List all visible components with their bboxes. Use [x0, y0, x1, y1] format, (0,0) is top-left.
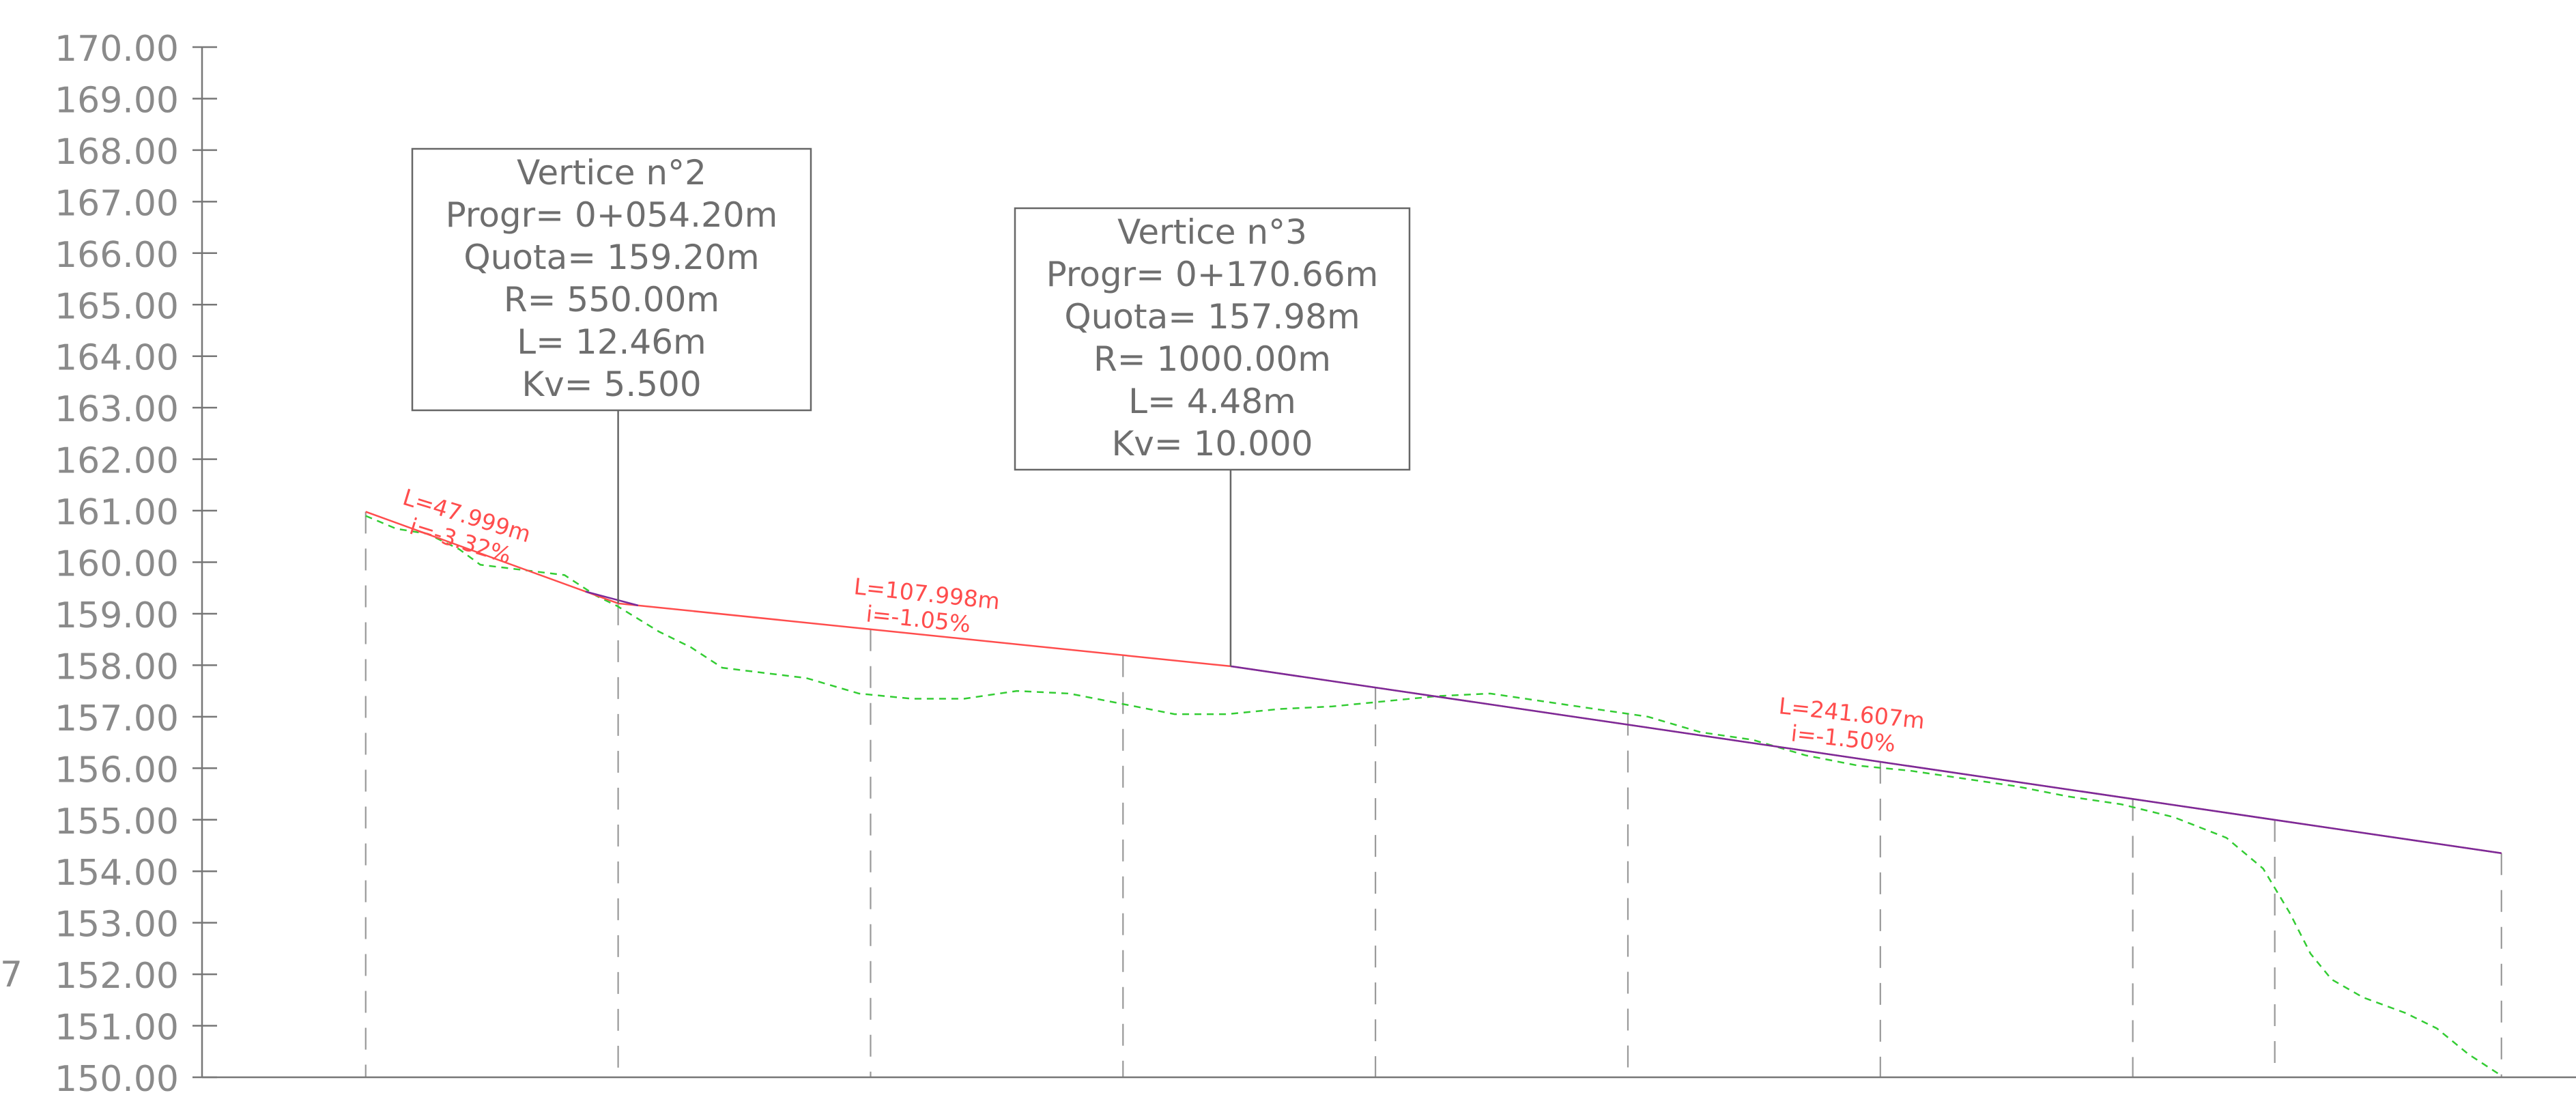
terrain-line: [365, 515, 2501, 1076]
vertex-box-frame: [411, 147, 812, 412]
vertex-box-line: L= 12.46m: [517, 322, 706, 362]
axis-tick-label: 160.00: [55, 544, 179, 585]
vertex-box-line: Quota= 157.98m: [1064, 297, 1360, 337]
axis-tick-label: 167.00: [55, 183, 179, 224]
axis-tick-label: 162.00: [55, 441, 179, 482]
vertical-curve: [1230, 665, 2502, 855]
axis-tick-label: 169.00: [55, 80, 179, 121]
vertex-box-line: R= 1000.00m: [1093, 339, 1331, 379]
vertex-box-frame: [1014, 207, 1411, 471]
vertex-box-line: Quota= 159.20m: [463, 238, 759, 277]
vertex-box-line: Vertice n°3: [1117, 212, 1307, 252]
axis-tick-label: 168.00: [55, 132, 179, 173]
vertex-box-line: Kv= 10.000: [1111, 424, 1313, 464]
axis-tick-label: 161.00: [55, 492, 179, 533]
axis-tick-label: 152.00: [55, 956, 179, 997]
axis-tick-label: 158.00: [55, 647, 179, 687]
vertex-box-line: Vertice n°2: [517, 153, 706, 193]
axis-tick-label: 164.00: [55, 338, 179, 379]
grade-line: [365, 511, 2502, 855]
grade-segment: [365, 511, 619, 605]
axis-tick-label: 166.00: [55, 235, 179, 276]
axis-tick-label: 165.00: [55, 286, 179, 327]
segment-labels: L=47.999mi=-3.32%L=107.998mi=-1.05%L=241…: [400, 483, 1926, 757]
axis-tick-label: 170.00: [55, 29, 179, 70]
station-lines: [364, 511, 2502, 1077]
axis-tick-label: 150.00: [55, 1059, 179, 1100]
vertex-box-line: Progr= 0+170.66m: [1046, 255, 1379, 294]
stray-axis-label: 7: [0, 954, 23, 995]
vertex-box-line: L= 4.48m: [1128, 382, 1296, 421]
vertex-box-line: Kv= 5.500: [521, 365, 701, 404]
axis-tick-label: 154.00: [55, 853, 179, 894]
vertex-box-line: R= 550.00m: [504, 280, 719, 319]
vertical-curve: [585, 591, 639, 607]
axis-tick-label: 156.00: [55, 750, 179, 791]
elevation-axis: 150.00 151.00 152.00 153.00 154.00 155.00 156.…: [55, 29, 2576, 1100]
axis-tick-label: 157.00: [55, 698, 179, 739]
axis-tick-label: 151.00: [55, 1008, 179, 1049]
axis-tick-label: 155.00: [55, 801, 179, 842]
axis-tick-label: 163.00: [55, 389, 179, 430]
grade-segment: [618, 602, 1231, 668]
vertex-box-line: Progr= 0+054.20m: [446, 195, 778, 235]
terrain-profile: [365, 515, 2501, 1076]
axis-tick-label: 153.00: [55, 905, 179, 946]
axis-tick-label: 159.00: [55, 595, 179, 636]
